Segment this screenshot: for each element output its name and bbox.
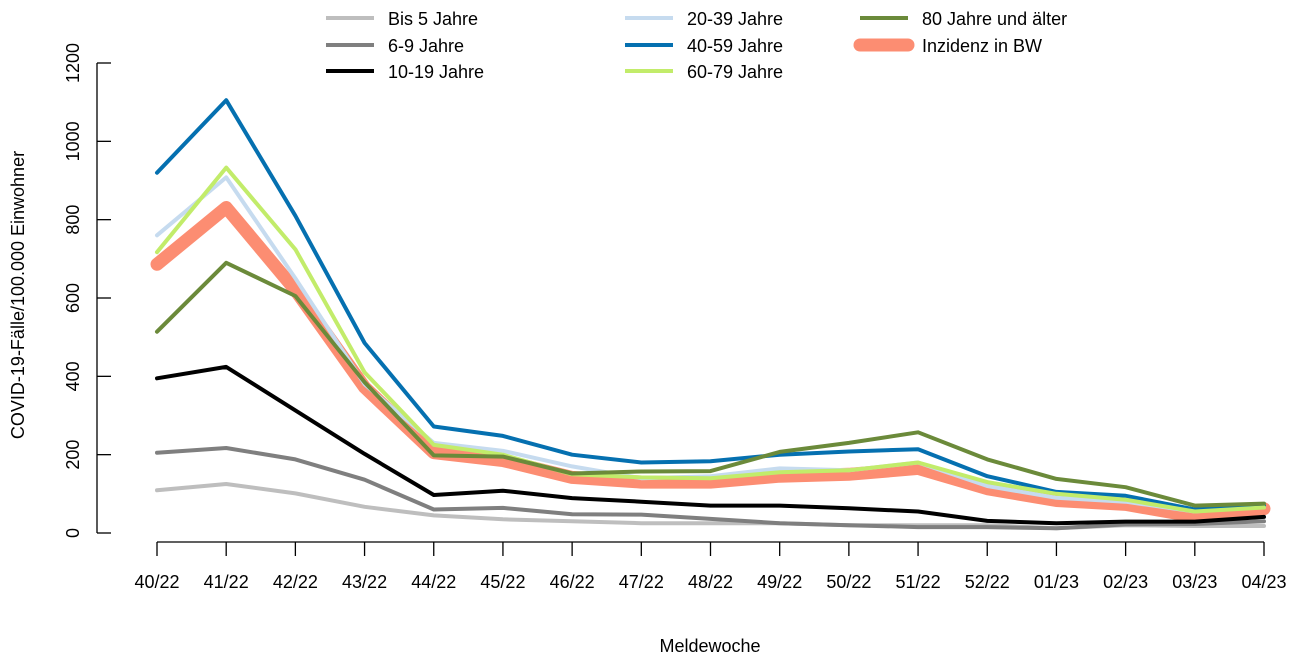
x-tick-label: 02/23 (1103, 572, 1148, 592)
x-tick-label: 04/23 (1241, 572, 1286, 592)
x-axis-label: Meldewoche (659, 636, 760, 656)
legend-label-40-59-jahre: 40-59 Jahre (687, 36, 783, 56)
series-line-60-79-jahre (155, 165, 1266, 514)
x-tick-label: 40/22 (134, 572, 179, 592)
legend-label-inzidenz-in-bw: Inzidenz in BW (922, 36, 1042, 56)
x-tick-label: 50/22 (826, 572, 871, 592)
y-axis-label: COVID-19-Fälle/100.000 Einwohner (8, 151, 28, 439)
legend-label-60-79-jahre: 60-79 Jahre (687, 62, 783, 82)
series-lines (150, 98, 1271, 531)
x-tick-label: 47/22 (619, 572, 664, 592)
series-line-80-jahre-und-lter (155, 260, 1266, 508)
y-tick-label: 1000 (63, 121, 83, 161)
legend-label-bis-5-jahre: Bis 5 Jahre (388, 9, 478, 29)
legend-label-20-39-jahre: 20-39 Jahre (687, 9, 783, 29)
x-tick-label: 03/23 (1172, 572, 1217, 592)
x-tick-label: 48/22 (688, 572, 733, 592)
y-axis: 0 200 400 600 800 1000 1200 (63, 43, 111, 538)
series-line-6-9-jahre (155, 446, 1266, 531)
y-tick-label: 0 (63, 528, 83, 538)
series-line-40-59-jahre (155, 98, 1266, 512)
x-tick-label: 52/22 (965, 572, 1010, 592)
x-tick-label: 01/23 (1034, 572, 1079, 592)
x-tick-label: 51/22 (896, 572, 941, 592)
y-tick-label: 400 (63, 361, 83, 391)
legend-label-10-19-jahre: 10-19 Jahre (388, 62, 484, 82)
y-tick-label: 1200 (63, 43, 83, 83)
x-tick-label: 41/22 (204, 572, 249, 592)
x-tick-label: 43/22 (342, 572, 387, 592)
x-tick-label: 45/22 (480, 572, 525, 592)
y-tick-label: 200 (63, 440, 83, 470)
x-axis: 40/22 41/22 42/22 43/22 44/22 45/22 46/22 47/22… (134, 541, 1287, 592)
x-tick-label: 46/22 (550, 572, 595, 592)
legend: Bis 5 Jahre 6-9 Jahre 10-19 Jahre 20-39 Jah… (326, 9, 1067, 82)
y-tick-label: 600 (63, 283, 83, 313)
x-tick-label: 49/22 (757, 572, 802, 592)
y-tick-label: 800 (63, 205, 83, 235)
series-line-10-19-jahre (155, 364, 1266, 526)
x-tick-label: 44/22 (411, 572, 456, 592)
legend-label-6-9-jahre: 6-9 Jahre (388, 36, 464, 56)
x-tick-label: 42/22 (273, 572, 318, 592)
legend-label-80-jahre-und-lter: 80 Jahre und älter (922, 9, 1067, 29)
